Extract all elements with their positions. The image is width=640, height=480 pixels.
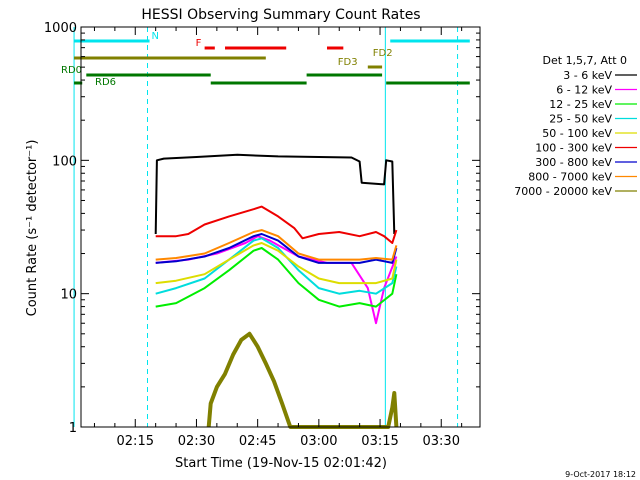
flag-label-rd0: RD0	[61, 65, 82, 76]
flag-label-n: N	[152, 31, 159, 42]
x-tick-label: 02:15	[117, 434, 154, 449]
chart-title: HESSI Observing Summary Count Rates	[141, 7, 420, 23]
legend-label-3: 25 - 50 keV	[549, 113, 612, 126]
legend-label-8: 7000 - 20000 keV	[514, 185, 612, 198]
legend-label-1: 6 - 12 keV	[556, 84, 612, 97]
x-axis-label: Start Time (19-Nov-15 02:01:42)	[175, 456, 387, 471]
legend-label-5: 100 - 300 keV	[535, 142, 612, 155]
x-tick-label: 02:45	[239, 434, 276, 449]
series-line-0	[154, 153, 396, 235]
axes: 1 10 100 1000 02:15 02:30 02:45 03:00 03:15 03:30	[44, 21, 481, 449]
series-line-6	[155, 233, 398, 264]
series-line-4	[155, 242, 398, 285]
series-line-2	[155, 247, 398, 308]
series-line-8	[206, 331, 399, 429]
legend-label-0: 3 - 6 keV	[563, 69, 612, 82]
plot-area: N F FD2 FD3 RD0 RD6	[61, 27, 470, 429]
series-line-5	[155, 205, 398, 244]
legend-label-4: 50 - 100 keV	[542, 127, 612, 140]
legend-label-2: 12 - 25 keV	[549, 98, 612, 111]
flag-label-fd3: FD3	[338, 57, 358, 68]
flag-label-fd2: FD2	[373, 48, 393, 59]
series-line-7	[155, 229, 398, 261]
y-tick-label: 1000	[44, 21, 77, 36]
x-tick-label: 03:15	[361, 434, 398, 449]
y-tick-label: 100	[52, 154, 77, 169]
flag-label-rd6: RD6	[95, 77, 116, 88]
y-axis-label: Count Rate (s⁻¹ detector⁻¹)	[25, 140, 40, 317]
series-line-3	[155, 237, 398, 295]
legend-label-6: 300 - 800 keV	[535, 156, 612, 169]
x-tick-label: 03:00	[300, 434, 337, 449]
y-tick-label: 1	[69, 421, 77, 436]
legend-label-7: 800 - 7000 keV	[528, 171, 612, 184]
timestamp: 9-Oct-2017 18:12	[565, 470, 636, 479]
y-tick-label: 10	[60, 288, 77, 303]
legend-header: Det 1,5,7, Att 0	[543, 54, 627, 67]
x-tick-label: 03:30	[423, 434, 460, 449]
plot-frame	[80, 26, 481, 428]
x-tick-label: 02:30	[178, 434, 215, 449]
flag-label-f: F	[196, 38, 202, 49]
